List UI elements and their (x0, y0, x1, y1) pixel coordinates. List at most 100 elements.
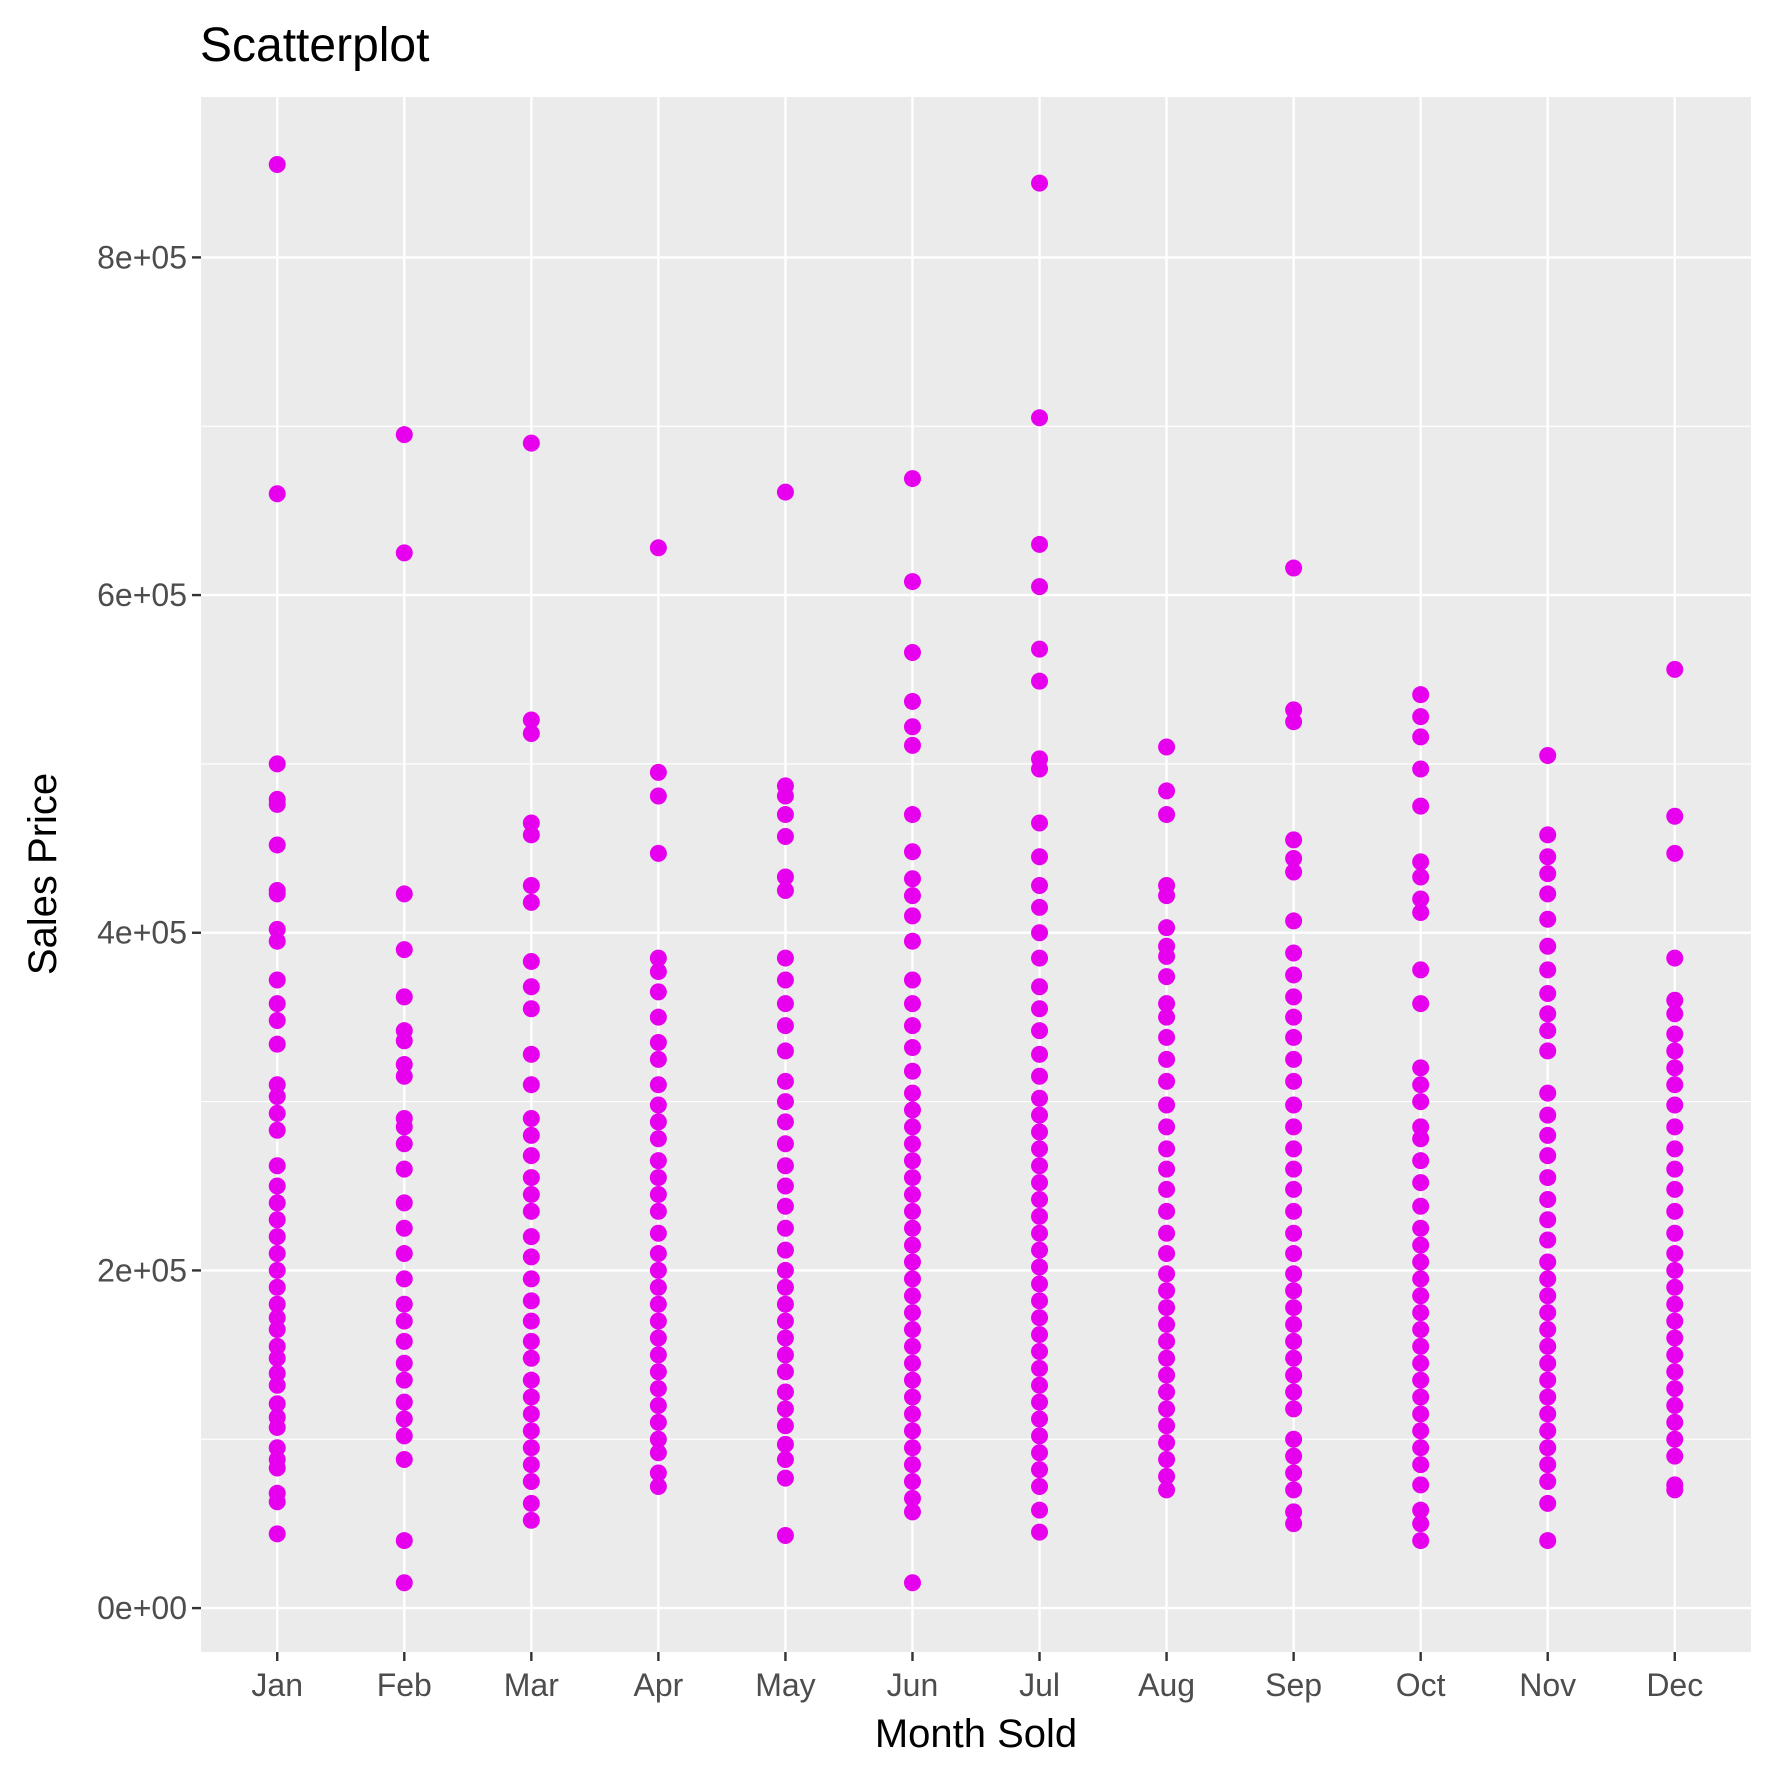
data-point (649, 1185, 667, 1203)
data-point (1158, 1202, 1176, 1220)
data-point (1412, 760, 1430, 778)
data-point (903, 1101, 921, 1119)
x-tick-label: Mar (504, 1667, 559, 1703)
data-point (395, 1219, 413, 1237)
data-point (1158, 1451, 1176, 1469)
data-point (1031, 409, 1049, 427)
data-point (268, 1349, 286, 1367)
data-point (395, 885, 413, 903)
data-point (268, 1408, 286, 1426)
data-point (903, 1439, 921, 1457)
data-point (1285, 863, 1303, 881)
data-point (1666, 1346, 1684, 1364)
data-point (1158, 1417, 1176, 1435)
data-point (776, 806, 794, 824)
data-point (268, 1321, 286, 1339)
data-point (1539, 1321, 1557, 1339)
data-point (1158, 937, 1176, 955)
data-point (1666, 1076, 1684, 1094)
data-point (776, 1261, 794, 1279)
data-point (395, 1194, 413, 1212)
data-point (522, 1472, 540, 1490)
data-point (776, 995, 794, 1013)
data-point (395, 1245, 413, 1263)
data-point (903, 1084, 921, 1102)
data-point (1158, 995, 1176, 1013)
data-point (776, 1072, 794, 1090)
data-point (522, 1456, 540, 1474)
data-point (903, 971, 921, 989)
data-point (1412, 1422, 1430, 1440)
x-tick-label: Dec (1646, 1667, 1703, 1703)
data-point (1158, 738, 1176, 756)
data-point (1031, 1045, 1049, 1063)
data-point (776, 882, 794, 900)
data-point (1666, 1118, 1684, 1136)
data-point (395, 1451, 413, 1469)
data-point (1031, 1157, 1049, 1175)
data-point (395, 1574, 413, 1592)
data-point (1666, 1447, 1684, 1465)
data-point (1666, 1202, 1684, 1220)
data-point (268, 995, 286, 1013)
data-point (776, 777, 794, 795)
data-point (776, 1451, 794, 1469)
data-point (1412, 1152, 1430, 1170)
data-point (903, 643, 921, 661)
data-point (522, 1312, 540, 1330)
data-point (1158, 1008, 1176, 1026)
data-point (649, 1396, 667, 1414)
data-point (1031, 876, 1049, 894)
data-point (776, 828, 794, 846)
data-point (1158, 1028, 1176, 1046)
data-point (1412, 1118, 1430, 1136)
data-point (649, 763, 667, 781)
data-point (776, 1157, 794, 1175)
minor-gridlines (201, 425, 1751, 1440)
data-point (1666, 1042, 1684, 1060)
data-point (1031, 1089, 1049, 1107)
plot-panel (201, 97, 1751, 1652)
data-point (1031, 640, 1049, 658)
data-point (1158, 1072, 1176, 1090)
data-point (649, 1413, 667, 1431)
data-point (649, 1033, 667, 1051)
data-point (1031, 1207, 1049, 1225)
data-point (1412, 1321, 1430, 1339)
data-point (1158, 1245, 1176, 1263)
data-point (522, 1292, 540, 1310)
data-point (522, 1228, 540, 1246)
data-point (1666, 1140, 1684, 1158)
data-point (1539, 1169, 1557, 1187)
data-point (1412, 1093, 1430, 1111)
data-point (1031, 1393, 1049, 1411)
data-point (522, 1332, 540, 1350)
data-point (776, 868, 794, 886)
data-point (776, 1278, 794, 1296)
data-point (268, 1076, 286, 1094)
data-point (268, 1211, 286, 1229)
data-point (1666, 1312, 1684, 1330)
data-point (1539, 1191, 1557, 1209)
data-point (1285, 1515, 1303, 1533)
data-point (776, 1346, 794, 1364)
data-point (1539, 1106, 1557, 1124)
data-point (522, 1388, 540, 1406)
data-point (1539, 1532, 1557, 1550)
data-point (1285, 912, 1303, 930)
data-point (395, 1109, 413, 1127)
data-point (1285, 1224, 1303, 1242)
data-point (1285, 944, 1303, 962)
data-point (268, 1278, 286, 1296)
data-point (1666, 1096, 1684, 1114)
data-point (522, 1202, 540, 1220)
data-point (776, 1312, 794, 1330)
data-point (1412, 1174, 1430, 1192)
data-point (1412, 708, 1430, 726)
data-point (1031, 1000, 1049, 1018)
data-point (903, 1236, 921, 1254)
data-point (1666, 1025, 1684, 1043)
data-point (1412, 1219, 1430, 1237)
data-point (903, 1456, 921, 1474)
data-point (649, 1312, 667, 1330)
